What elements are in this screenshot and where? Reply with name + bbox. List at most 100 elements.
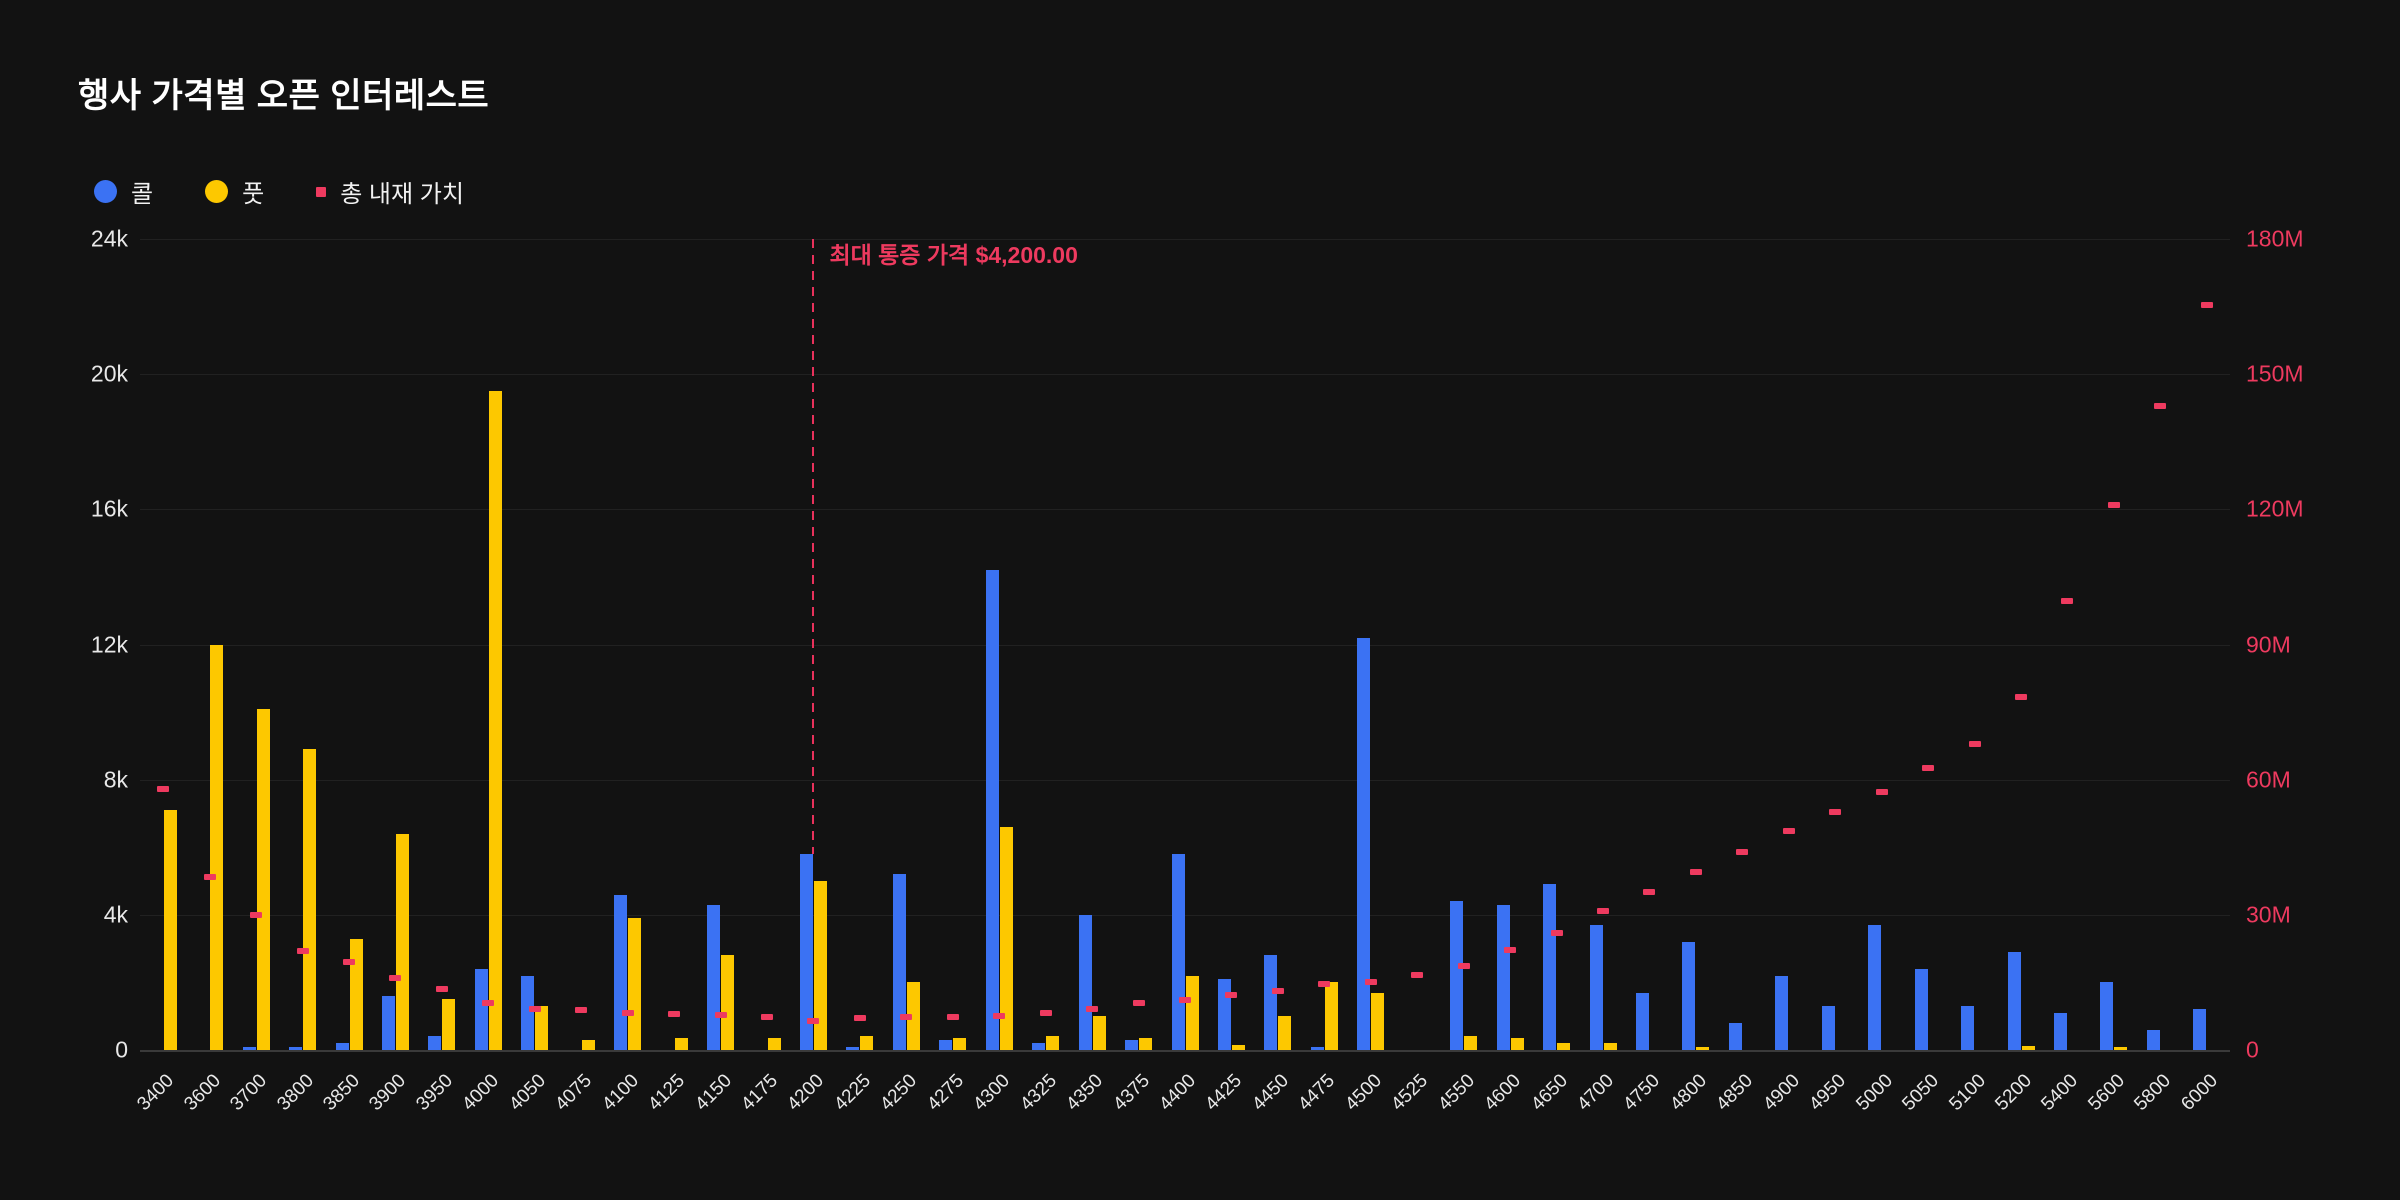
intrinsic-value-dot-4475[interactable] (1318, 980, 1331, 987)
bar-call-3900[interactable] (381, 995, 395, 1050)
bar-put-4050[interactable] (535, 1006, 549, 1050)
bar-call-4100[interactable] (614, 894, 628, 1050)
bar-put-3850[interactable] (349, 938, 363, 1050)
bar-put-4250[interactable] (906, 982, 920, 1050)
bar-put-4275[interactable] (953, 1038, 967, 1050)
bar-put-4650[interactable] (1557, 1043, 1571, 1050)
bar-call-4350[interactable] (1078, 914, 1092, 1050)
intrinsic-value-dot-4600[interactable] (1504, 946, 1517, 953)
bar-call-4275[interactable] (939, 1039, 953, 1050)
bar-put-3900[interactable] (395, 833, 409, 1050)
bar-call-4225[interactable] (846, 1046, 860, 1050)
bar-call-4700[interactable] (1589, 924, 1603, 1050)
intrinsic-value-dot-4400[interactable] (1179, 997, 1191, 1004)
bar-call-4500[interactable] (1357, 637, 1371, 1050)
bar-call-5800[interactable] (2146, 1029, 2160, 1050)
intrinsic-value-dot-6000[interactable] (2200, 302, 2213, 309)
bar-put-4700[interactable] (1603, 1043, 1617, 1050)
intrinsic-value-dot-3400[interactable] (157, 785, 170, 792)
bar-put-4450[interactable] (1278, 1016, 1292, 1050)
bar-call-4450[interactable] (1264, 955, 1278, 1050)
intrinsic-value-dot-3600[interactable] (203, 873, 216, 880)
intrinsic-value-dot-4125[interactable] (668, 1010, 681, 1017)
intrinsic-value-dot-4550[interactable] (1457, 963, 1470, 970)
bar-call-3950[interactable] (428, 1036, 442, 1050)
bar-call-3700[interactable] (242, 1046, 256, 1050)
bar-call-4600[interactable] (1496, 904, 1510, 1050)
intrinsic-value-dot-4650[interactable] (1550, 929, 1563, 936)
intrinsic-value-dot-4425[interactable] (1225, 992, 1238, 999)
intrinsic-value-dot-4100[interactable] (621, 1010, 634, 1017)
intrinsic-value-dot-3700[interactable] (250, 911, 263, 918)
intrinsic-value-dot-4350[interactable] (1086, 1005, 1099, 1012)
intrinsic-value-dot-4300[interactable] (993, 1012, 1006, 1019)
intrinsic-value-dot-4075[interactable] (575, 1007, 588, 1014)
bar-put-4350[interactable] (1092, 1016, 1106, 1050)
bar-put-4425[interactable] (1231, 1044, 1245, 1050)
legend-item-1[interactable]: 콜 (94, 174, 153, 209)
bar-put-4175[interactable] (767, 1038, 781, 1050)
intrinsic-value-dot-5400[interactable] (2061, 598, 2074, 605)
bar-put-4000[interactable] (488, 391, 502, 1050)
intrinsic-value-dot-4000[interactable] (482, 999, 495, 1006)
legend-item-3[interactable]: 총 내재 가치 (316, 174, 464, 209)
bar-put-5600[interactable] (2114, 1046, 2128, 1050)
bar-put-4400[interactable] (1185, 975, 1199, 1050)
bar-call-4650[interactable] (1543, 884, 1557, 1050)
bar-call-6000[interactable] (2193, 1009, 2207, 1050)
intrinsic-value-dot-4850[interactable] (1736, 849, 1749, 856)
bar-put-3600[interactable] (210, 644, 224, 1050)
intrinsic-value-dot-4800[interactable] (1689, 869, 1702, 876)
intrinsic-value-dot-4500[interactable] (1364, 979, 1377, 986)
bar-put-4325[interactable] (1046, 1036, 1060, 1050)
intrinsic-value-dot-4275[interactable] (946, 1013, 959, 1020)
bar-call-5600[interactable] (2100, 982, 2114, 1050)
bar-call-4800[interactable] (1682, 941, 1696, 1050)
intrinsic-value-dot-4225[interactable] (853, 1014, 866, 1021)
intrinsic-value-dot-4050[interactable] (528, 1006, 541, 1013)
bar-put-3400[interactable] (163, 810, 177, 1050)
bar-put-4500[interactable] (1371, 992, 1385, 1050)
intrinsic-value-dot-4200[interactable] (807, 1017, 820, 1024)
intrinsic-value-dot-3850[interactable] (343, 959, 355, 966)
intrinsic-value-dot-4950[interactable] (1829, 808, 1842, 815)
bar-call-5200[interactable] (2007, 952, 2021, 1050)
intrinsic-value-dot-4325[interactable] (1039, 1010, 1052, 1017)
bar-call-4375[interactable] (1125, 1039, 1139, 1050)
bar-call-4850[interactable] (1728, 1022, 1742, 1050)
bar-call-4300[interactable] (985, 570, 999, 1050)
intrinsic-value-dot-5800[interactable] (2154, 403, 2167, 410)
bar-put-4150[interactable] (721, 955, 735, 1050)
bar-call-4475[interactable] (1310, 1046, 1324, 1050)
bar-put-4475[interactable] (1324, 982, 1338, 1050)
bar-call-3800[interactable] (289, 1046, 303, 1050)
intrinsic-value-dot-4700[interactable] (1597, 908, 1609, 915)
intrinsic-value-dot-5200[interactable] (2015, 694, 2027, 701)
bar-call-4325[interactable] (1032, 1043, 1046, 1050)
bar-call-4050[interactable] (521, 975, 535, 1050)
intrinsic-value-dot-4450[interactable] (1271, 987, 1284, 994)
bar-call-4250[interactable] (892, 874, 906, 1050)
intrinsic-value-dot-4375[interactable] (1132, 1000, 1145, 1007)
bar-put-4075[interactable] (581, 1039, 595, 1050)
intrinsic-value-dot-4250[interactable] (900, 1013, 913, 1020)
bar-call-4550[interactable] (1450, 901, 1464, 1050)
bar-call-3850[interactable] (335, 1043, 349, 1050)
bar-call-4425[interactable] (1217, 979, 1231, 1050)
intrinsic-value-dot-5600[interactable] (2107, 502, 2120, 509)
bar-put-3800[interactable] (303, 749, 317, 1050)
bar-put-3700[interactable] (256, 708, 270, 1050)
bar-call-5400[interactable] (2053, 1012, 2067, 1050)
bar-put-4125[interactable] (674, 1038, 688, 1050)
intrinsic-value-dot-4750[interactable] (1643, 888, 1656, 895)
bar-put-4800[interactable] (1696, 1046, 1710, 1050)
bar-put-4600[interactable] (1510, 1038, 1524, 1050)
bar-call-4900[interactable] (1775, 975, 1789, 1050)
bar-call-4750[interactable] (1635, 992, 1649, 1050)
intrinsic-value-dot-3950[interactable] (435, 986, 448, 993)
intrinsic-value-dot-4175[interactable] (761, 1013, 773, 1020)
intrinsic-value-dot-5100[interactable] (1968, 740, 1981, 747)
bar-put-4200[interactable] (813, 881, 827, 1050)
intrinsic-value-dot-3800[interactable] (296, 947, 309, 954)
bar-call-4950[interactable] (1821, 1006, 1835, 1050)
